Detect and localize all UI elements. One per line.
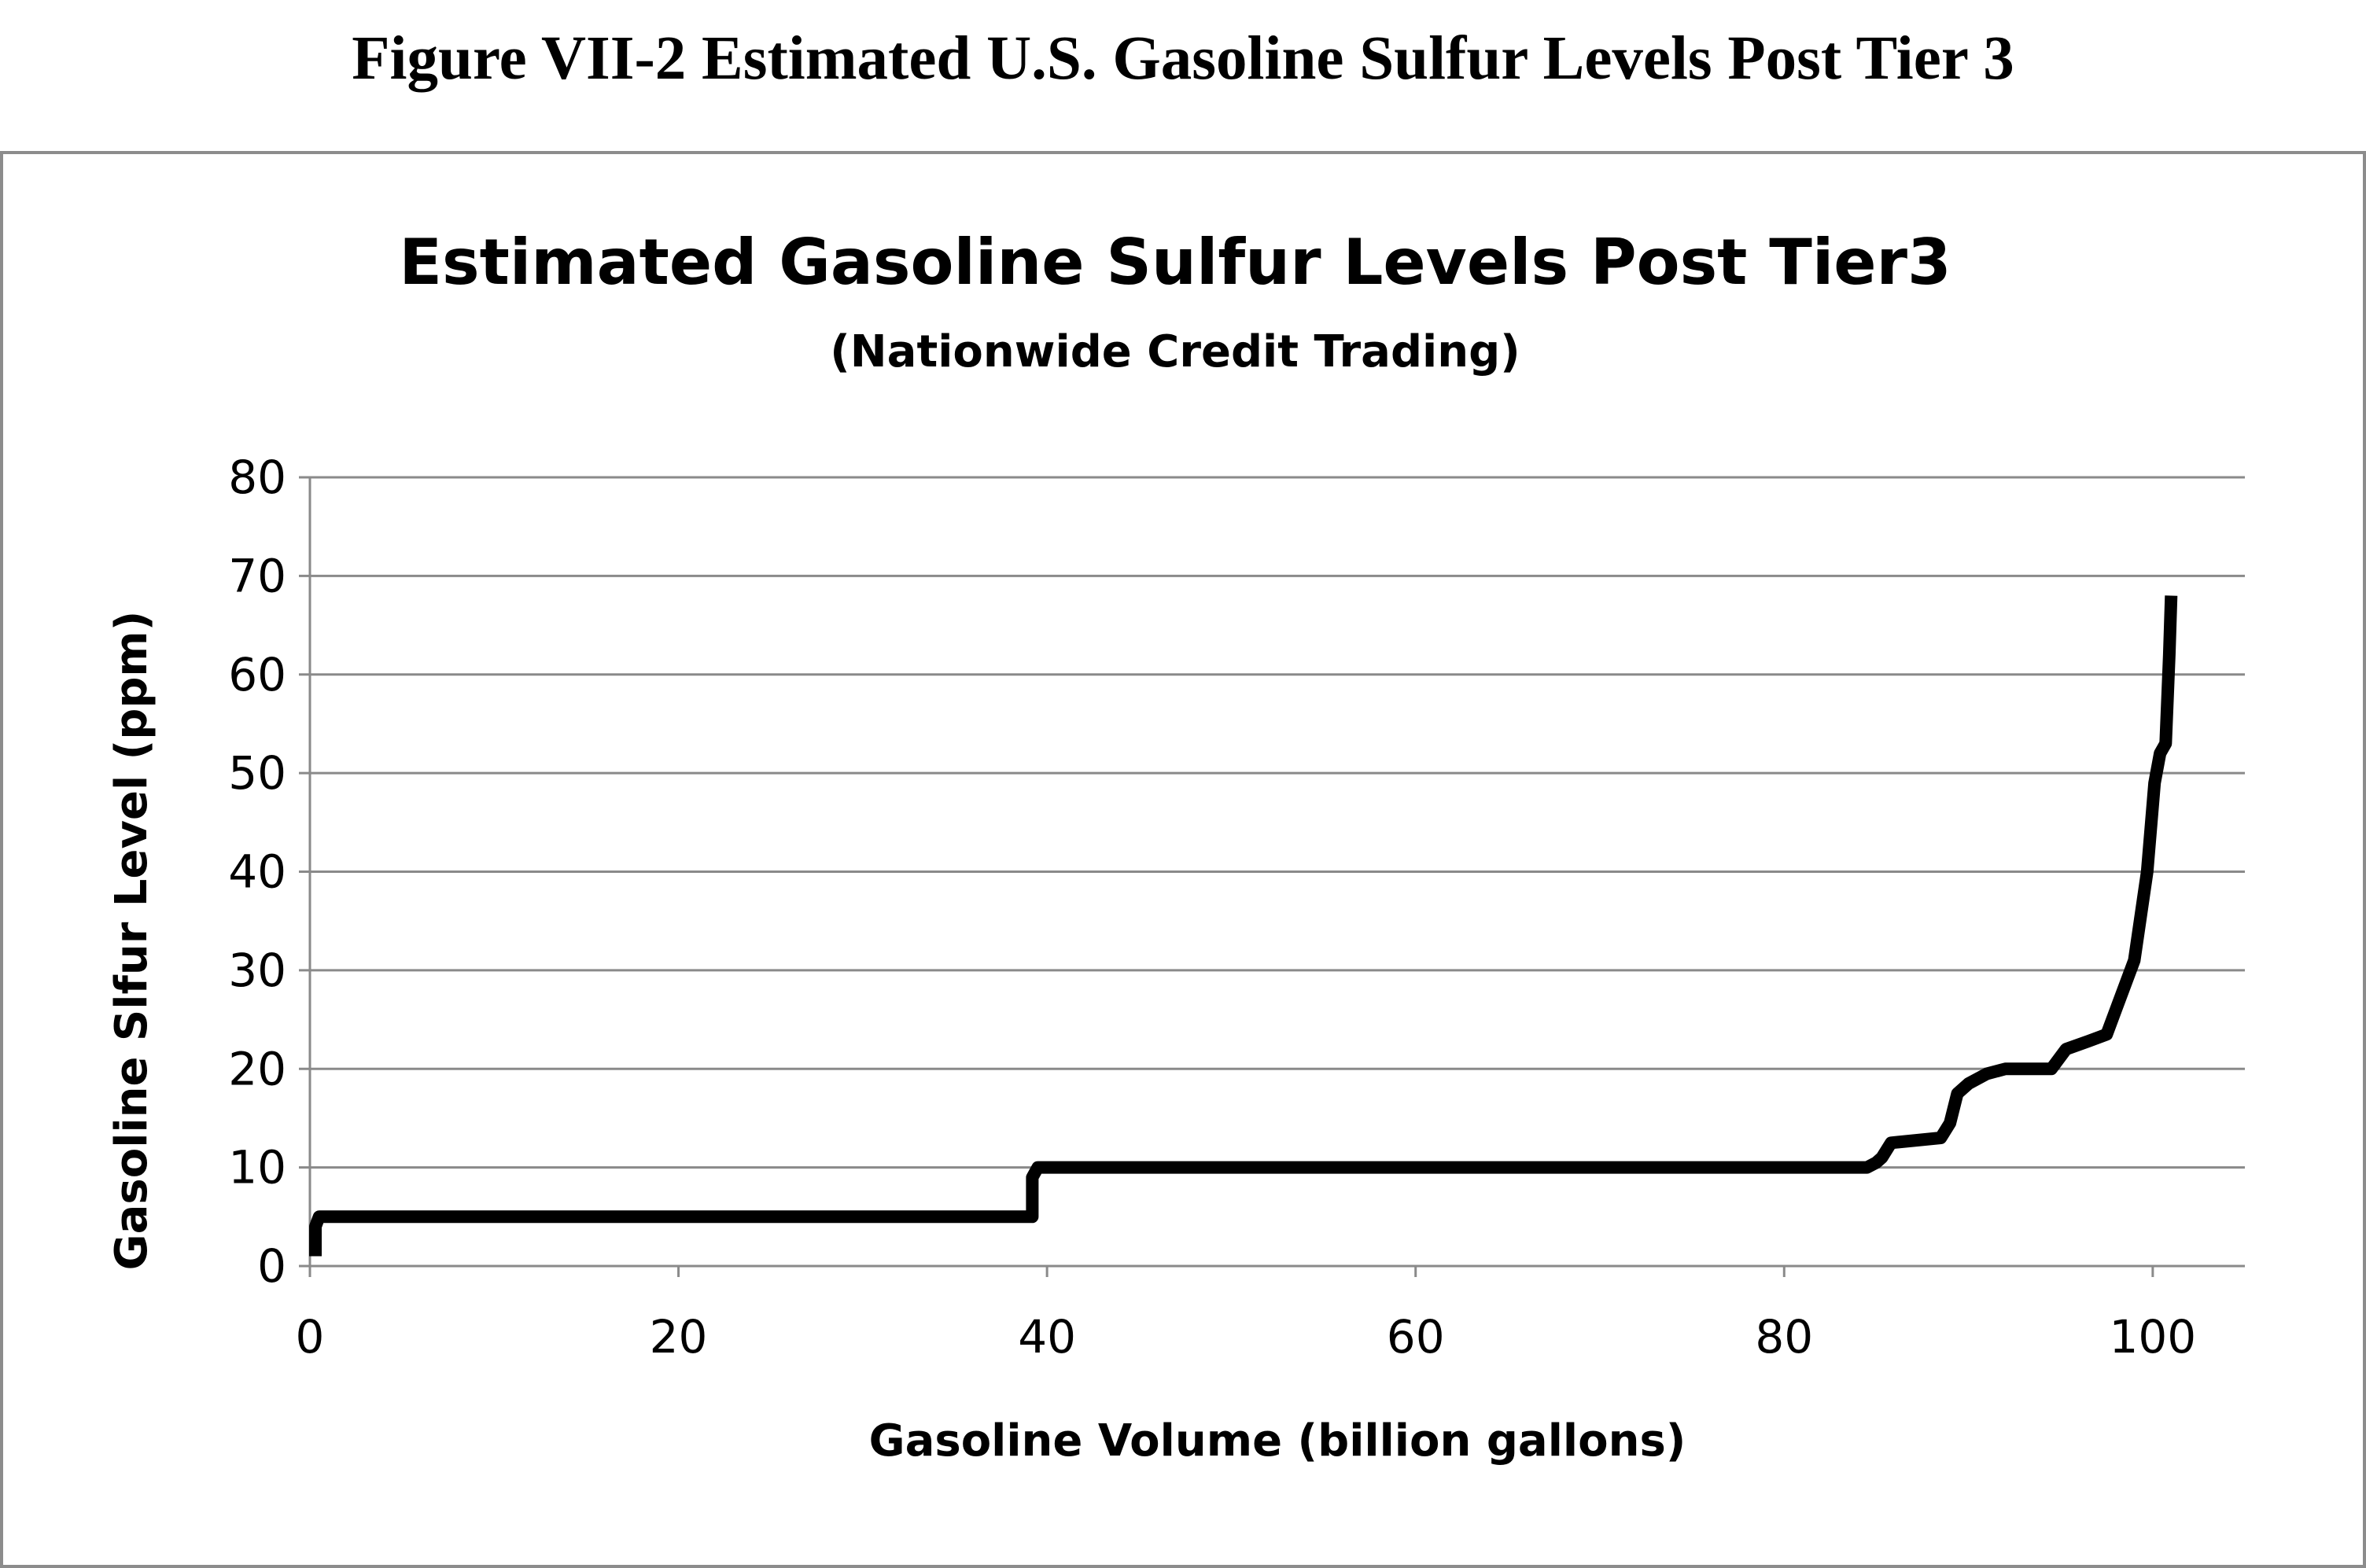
x-tick-label: 100: [2109, 1310, 2196, 1364]
tick-labels: 0 10 20 30 40 50 60 70 80 0 20 40 60 80 100: [228, 451, 2196, 1364]
x-tick-label: 80: [1755, 1310, 1813, 1364]
y-tick-label: 30: [228, 944, 286, 997]
y-tick-label: 20: [228, 1042, 286, 1095]
chart-frame: Estimated Gasoline Sulfur Levels Post Ti…: [0, 151, 2366, 1568]
x-tick-label: 60: [1387, 1310, 1445, 1364]
y-tick-label: 10: [228, 1141, 286, 1194]
chart-title: Estimated Gasoline Sulfur Levels Post Ti…: [399, 226, 1951, 299]
y-tick-label: 60: [228, 648, 286, 701]
x-tick-label: 0: [296, 1310, 325, 1364]
y-tick-label: 40: [228, 845, 286, 899]
x-tick-label: 20: [650, 1310, 708, 1364]
series-line: [309, 595, 2178, 1257]
figure-caption: Figure VII-2 Estimated U.S. Gasoline Sul…: [352, 24, 2014, 93]
gridlines: [310, 476, 2245, 1169]
y-tick-label: 0: [257, 1239, 286, 1293]
y-tick-label: 50: [228, 746, 286, 800]
y-axis-label: Gasoline Slfur Level (ppm): [106, 611, 157, 1271]
y-tick-label: 80: [228, 451, 286, 504]
chart: Estimated Gasoline Sulfur Levels Post Ti…: [106, 226, 2245, 1467]
y-tick-label: 70: [228, 549, 286, 602]
x-tick-label: 40: [1018, 1310, 1076, 1364]
x-axis-label: Gasoline Volume (billion gallons): [869, 1415, 1686, 1467]
axes: [299, 476, 2245, 1277]
chart-subtitle: (Nationwide Credit Trading): [830, 326, 1520, 377]
series-layer: [309, 595, 2178, 1257]
